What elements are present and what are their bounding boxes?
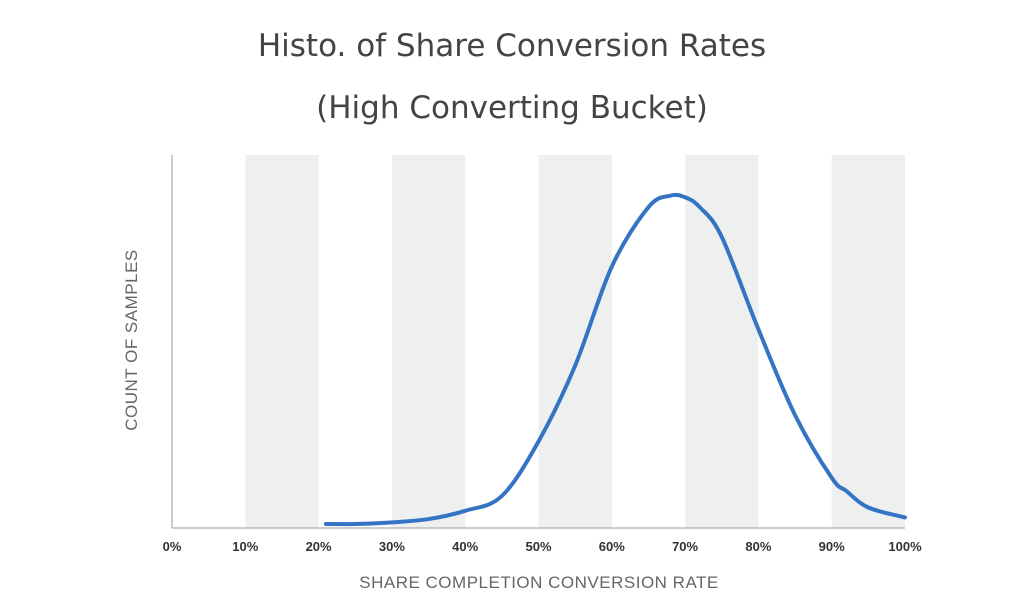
x-tick-label: 10% [232,539,258,554]
chart-title: Histo. of Share Conversion Rates [257,28,767,64]
x-axis-label: SHARE COMPLETION CONVERSION RATE [359,573,719,592]
x-tick-label: 40% [452,539,478,554]
x-tick-label: 30% [379,539,405,554]
grid-band [391,155,466,528]
x-tick-label: 60% [599,539,625,554]
x-tick-label: 100% [888,539,922,554]
grid-band [538,155,612,528]
grid-band [831,155,905,528]
x-tick-label: 80% [745,539,771,554]
x-tick-label: 90% [819,539,845,554]
x-tick-label: 20% [306,539,332,554]
chart-subtitle: (High Converting Bucket) [316,90,708,126]
x-tick-label: 0% [163,539,182,554]
y-axis-label: COUNT OF SAMPLES [122,249,141,431]
grid-band [685,155,759,528]
x-tick-label: 70% [672,539,698,554]
grid-band [245,155,319,528]
x-tick-label: 50% [525,539,551,554]
grid-bands [245,155,905,528]
series-line [323,192,907,527]
x-tick-labels: 0% 10% 20% 30% 40% 50% 60% 70% 80% 90% 100% [163,539,922,554]
